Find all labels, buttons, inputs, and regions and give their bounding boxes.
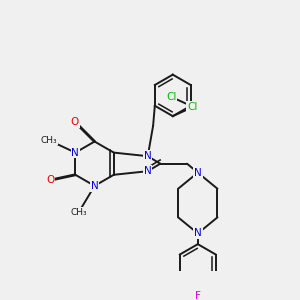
- Text: CH₃: CH₃: [40, 136, 57, 145]
- Text: N: N: [91, 181, 98, 191]
- Text: O: O: [46, 175, 55, 185]
- Text: Cl: Cl: [187, 102, 198, 112]
- Text: N: N: [144, 166, 152, 176]
- Text: F: F: [195, 291, 201, 300]
- Text: N: N: [71, 148, 79, 158]
- Text: O: O: [71, 117, 79, 127]
- Text: CH₃: CH₃: [70, 208, 87, 217]
- Text: N: N: [194, 228, 202, 239]
- Text: N: N: [194, 168, 202, 178]
- Text: N: N: [144, 151, 152, 161]
- Text: Cl: Cl: [166, 92, 176, 102]
